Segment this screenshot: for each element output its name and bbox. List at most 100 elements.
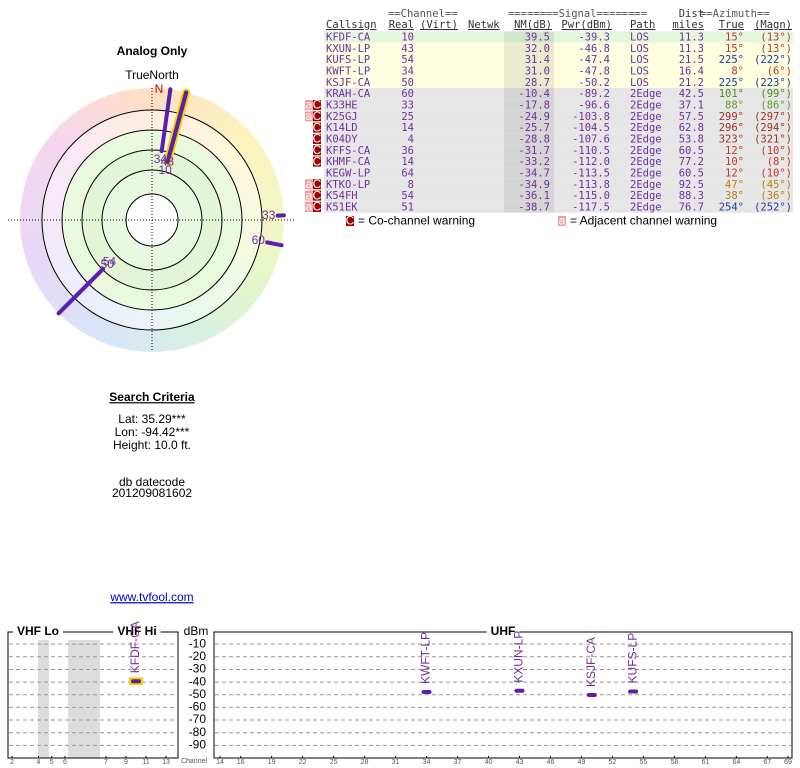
spoke-label: 54 [103,255,117,269]
x-tick-label: 49 [578,759,586,766]
warning-icon: C [313,120,322,134]
y-tick-label: -70 [189,712,207,726]
cell-real: 51 [401,201,414,213]
band-title-bg [486,626,520,638]
cell-az-magn: (36°) [760,190,792,202]
row-background [324,42,793,54]
nm-column-shade [504,76,554,88]
x-tick-label: 61 [701,759,709,766]
row-background [324,189,793,202]
cell-dist: 42.5 [679,88,704,100]
legend-icon: C [346,214,355,228]
cell-pwr: -47.4 [578,54,610,66]
legend-icon: a [559,214,566,228]
cell-real: 10 [401,32,414,44]
legend-text: = Co-channel warning [358,214,475,228]
column-header: Pwr(dBm) [561,19,612,31]
cell-path: LOS [630,54,649,66]
column-header: True [719,19,744,31]
cell-az-true: 225° [719,77,744,89]
warning-box [305,111,313,122]
y-tick-label: -30 [189,662,207,676]
cell-az-magn: (222°) [754,54,792,66]
datecode: 201209081602 [112,486,192,500]
cell-pwr: -112.0 [572,156,610,168]
y-tick-label: -20 [189,649,207,663]
site-link[interactable]: www.tvfool.com [109,590,193,604]
x-tick-label: 6 [63,759,67,766]
x-tick-label: 67 [763,759,771,766]
warning-icon: a [306,188,313,202]
warning-box [313,179,321,190]
cell-dist: 92.5 [679,179,704,191]
x-tick-label: 31 [392,759,400,766]
warning-icon: a [306,177,313,191]
cell-az-magn: (13°) [760,43,792,55]
x-tick-label: 69 [784,759,792,766]
cell-az-true: 225° [719,54,744,66]
warning-icon: C [313,177,322,191]
x-tick-label: 52 [609,759,617,766]
cell-az-true: 10° [725,156,744,168]
warning-icon: C [313,143,322,157]
nm-column-shade [504,133,554,145]
x-tick-label: 25 [330,759,338,766]
cell-az-magn: (297°) [754,111,792,123]
column-header: miles [672,19,704,31]
marker-label: KXUN-LP [512,631,526,683]
cell-az-magn: (294°) [754,122,792,134]
x-tick-label: 34 [423,759,431,766]
cell-pwr: -39.3 [578,32,610,44]
x-tick-label: 5 [50,759,54,766]
spoke [56,269,103,316]
cell-nm: -34.7 [518,167,550,179]
cell-callsign: KUFS-LP [326,54,370,66]
warning-icon: C [313,132,322,146]
warning-box [305,179,313,190]
band-title: VHF Hi [117,624,156,638]
cell-path: 2Edge [630,179,662,191]
row-background [324,99,793,111]
nm-column-shade [504,144,554,156]
warning-icon: a [306,98,313,112]
marker-label: KUFS-LP [625,633,639,684]
column-header: (Magn) [754,19,792,31]
gap-band [38,640,49,758]
cell-real: 64 [401,167,414,179]
x-tick-label: 22 [299,759,307,766]
cell-path: 2Edge [630,88,662,100]
warning-box [313,111,321,122]
cell-nm: -31.7 [518,145,550,157]
x-tick-label: 2 [10,759,14,766]
cell-real: 60 [401,88,414,100]
warning-box [313,201,321,212]
datecode-label: db datecode [119,475,185,489]
cell-dist: 16.4 [679,65,704,77]
cell-path: 2Edge [630,111,662,123]
warning-box [305,99,313,110]
north-label: TrueNorth [125,68,179,82]
column-header: (Virt) [420,19,458,31]
cell-az-true: 254° [719,201,744,213]
nm-column-shade [504,99,554,111]
warning-box [313,156,321,167]
cell-az-magn: (10°) [760,145,792,157]
cell-real: 36 [401,145,414,157]
row-background [324,76,793,88]
cell-az-true: 12° [725,167,744,179]
cell-real: 43 [401,43,414,55]
search-title: Search Criteria [109,390,195,404]
legend-box [346,216,354,226]
cell-az-magn: (13°) [760,32,792,44]
cell-az-true: 8° [731,65,744,77]
row-background [324,53,793,66]
column-header: Callsign [326,19,377,31]
cell-nm: 28.7 [525,77,550,89]
x-tick-label: 19 [268,759,276,766]
cell-pwr: -50.2 [578,77,610,89]
x-tick-label: 58 [671,759,679,766]
cell-dist: 57.5 [679,111,704,123]
cell-callsign: K51EK [326,201,358,213]
column-header: Real [389,19,414,31]
cell-nm: -17.8 [518,99,550,111]
